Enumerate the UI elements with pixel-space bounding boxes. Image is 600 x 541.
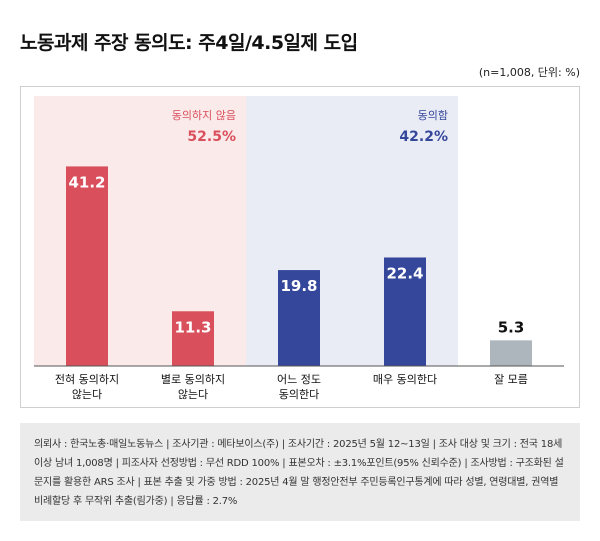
bar-value-label-5: 5.3	[498, 318, 525, 336]
category-label-4: 매우 동의한다	[373, 373, 437, 386]
page-title: 노동과제 주장 동의도: 주4일/4.5일제 도입	[20, 32, 358, 54]
group-label-agree: 동의함	[418, 109, 448, 122]
survey-footnote: 의뢰사 : 한국노총·매일노동뉴스 | 조사기관 : 메타보이스(주) | 조사…	[20, 423, 580, 521]
chart-frame	[20, 86, 580, 408]
bar-1	[66, 166, 108, 366]
group-label-disagree: 동의하지 않음	[172, 108, 236, 122]
bar-value-label-2: 11.3	[174, 318, 211, 336]
bar-value-label-1: 41.2	[68, 173, 105, 191]
bar-value-label-4: 22.4	[386, 264, 423, 282]
bar-3	[278, 270, 320, 366]
bar-value-label-3: 19.8	[280, 277, 317, 295]
category-label-1: 전혀 동의하지	[55, 372, 119, 386]
bar-chart: 동의하지 않음 52.5% 동의함 42.2% 41.2 11.3 19.8 22.4 5.3 전…	[34, 96, 564, 401]
category-label-3: 어느 정도	[277, 373, 321, 386]
group-total-disagree: 52.5%	[187, 129, 236, 145]
category-label-2: 않는다	[178, 388, 208, 401]
sample-unit-note: (n=1,008, 단위: %)	[478, 66, 580, 79]
category-label-1: 않는다	[72, 388, 102, 401]
category-label-2: 별로 동의하지	[161, 372, 225, 386]
bar-5	[490, 340, 532, 366]
bar-2	[172, 311, 214, 366]
category-label-5: 잘 모름	[494, 373, 528, 386]
group-total-agree: 42.2%	[399, 129, 448, 145]
category-label-3: 동의한다	[279, 388, 319, 401]
bar-4	[384, 257, 426, 366]
